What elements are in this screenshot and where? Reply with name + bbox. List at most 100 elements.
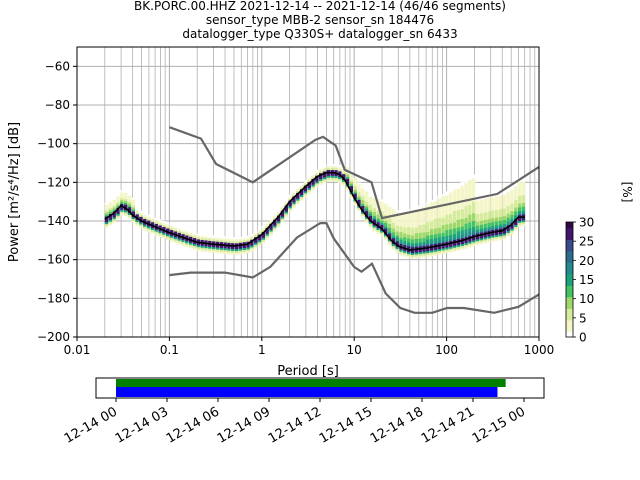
histogram-cell xyxy=(433,249,438,252)
histogram-cell xyxy=(372,221,376,224)
histogram-cell xyxy=(146,218,151,221)
histogram-cell xyxy=(150,225,155,229)
histogram-cell xyxy=(204,249,208,253)
histogram-cell xyxy=(468,196,472,200)
histogram-cell xyxy=(276,213,281,216)
histogram-cell xyxy=(399,230,403,233)
histogram-cell xyxy=(475,202,480,205)
histogram-cell xyxy=(296,198,300,201)
histogram-cell xyxy=(384,212,388,216)
histogram-cell xyxy=(449,194,453,197)
histogram-cell xyxy=(429,225,434,228)
histogram-cell xyxy=(127,216,132,219)
histogram-cell xyxy=(146,230,151,233)
histogram-cell xyxy=(414,256,419,259)
histogram-cell xyxy=(104,210,109,213)
histogram-cell xyxy=(510,216,514,219)
histogram-cell xyxy=(414,242,419,245)
histogram-cell xyxy=(494,207,499,210)
histogram-cell xyxy=(498,226,503,229)
histogram-cell xyxy=(422,205,426,208)
histogram-cell xyxy=(414,240,419,243)
histogram-cell xyxy=(403,215,407,219)
histogram-cell xyxy=(361,211,365,214)
histogram-cell xyxy=(429,221,434,224)
histogram-cell xyxy=(406,250,411,253)
colorbar-swatch xyxy=(566,296,573,300)
histogram-cell xyxy=(475,225,480,228)
histogram-cell xyxy=(269,217,273,221)
histogram-cell xyxy=(422,241,426,244)
histogram-cell xyxy=(483,208,487,211)
histogram-cell xyxy=(471,228,476,231)
histogram-cell xyxy=(414,225,419,228)
histogram-cell xyxy=(468,193,472,196)
histogram-cell xyxy=(120,193,124,197)
histogram-cell xyxy=(475,233,480,236)
histogram-cell xyxy=(318,180,323,183)
availability-tick-label: 12-14 21 xyxy=(419,404,477,446)
histogram-cell xyxy=(418,240,422,243)
histogram-cell xyxy=(303,187,308,190)
histogram-cell xyxy=(299,194,304,197)
histogram-cell xyxy=(123,202,128,205)
histogram-cell xyxy=(166,228,170,231)
histogram-cell xyxy=(494,232,499,236)
histogram-cell xyxy=(406,219,411,222)
histogram-cell xyxy=(261,233,266,236)
colorbar-swatch xyxy=(566,222,573,225)
histogram-cell xyxy=(204,247,208,251)
histogram-cell xyxy=(131,205,136,208)
histogram-cell xyxy=(494,194,499,197)
histogram-cell xyxy=(135,214,139,217)
histogram-cell xyxy=(456,238,461,242)
histogram-cell xyxy=(429,240,434,243)
histogram-cell xyxy=(139,218,143,221)
histogram-cell xyxy=(376,198,380,202)
histogram-cell xyxy=(464,204,468,207)
histogram-cell xyxy=(196,233,201,236)
histogram-cell xyxy=(422,232,426,235)
histogram-cell xyxy=(353,179,357,183)
histogram-cell xyxy=(479,220,484,223)
histogram-cell xyxy=(498,199,503,202)
histogram-cell xyxy=(322,177,327,180)
histogram-cell xyxy=(364,210,369,214)
histogram-cell xyxy=(403,252,407,255)
histogram-cell xyxy=(410,225,415,228)
histogram-cell xyxy=(433,241,438,244)
histogram-cell xyxy=(449,223,453,226)
histogram-cell xyxy=(376,227,380,231)
histogram-cell xyxy=(261,227,266,231)
histogram-cell xyxy=(471,203,476,206)
histogram-cell xyxy=(437,214,441,217)
histogram-cell xyxy=(299,192,304,196)
histogram-cell xyxy=(211,237,216,240)
histogram-cell xyxy=(468,229,472,233)
histogram-cell xyxy=(471,238,476,241)
histogram-cell xyxy=(406,236,411,239)
histogram-cell xyxy=(410,229,415,232)
histogram-cell xyxy=(372,207,376,211)
colorbar-swatch xyxy=(566,223,573,227)
histogram-cell xyxy=(158,223,162,226)
histogram-cell xyxy=(280,206,285,209)
histogram-cell xyxy=(441,226,445,229)
histogram-cell xyxy=(307,183,311,187)
histogram-cell xyxy=(188,232,193,235)
histogram-cell xyxy=(208,244,212,247)
histogram-cell xyxy=(429,227,434,230)
histogram-cell xyxy=(361,201,365,205)
histogram-cell xyxy=(104,223,109,227)
histogram-cell xyxy=(250,237,254,240)
histogram-cell xyxy=(123,190,128,194)
histogram-cell xyxy=(456,192,461,195)
histogram-cell xyxy=(357,188,361,191)
histogram-cell xyxy=(104,208,109,211)
histogram-cell xyxy=(334,169,338,173)
histogram-cell xyxy=(514,211,518,214)
histogram-cell xyxy=(387,206,392,209)
histogram-cell xyxy=(468,245,472,248)
histogram-cell xyxy=(395,215,399,219)
histogram-cell xyxy=(471,220,476,224)
